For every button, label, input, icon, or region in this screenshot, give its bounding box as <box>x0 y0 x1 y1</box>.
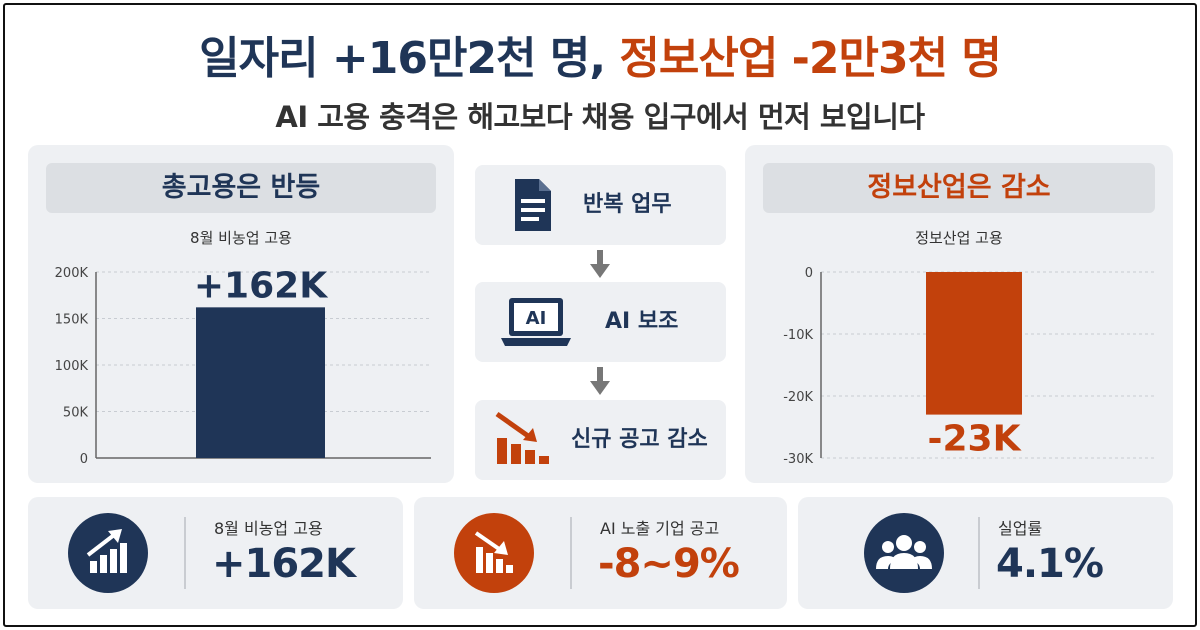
laptop-icon-text: AI <box>526 308 547 329</box>
declining-chart-icon <box>474 531 513 573</box>
flow-step-label: 신규 공고 감소 <box>571 427 708 452</box>
y-tick-label: 100K <box>55 359 89 374</box>
left-chart-title: 8월 비농업 고용 <box>190 229 292 247</box>
stat-card-payrolls: 8월 비농업 고용 +162K <box>28 497 403 609</box>
right-bar-chart: 0 -10K -20K -30K -23K <box>783 266 1155 467</box>
stat-divider <box>978 517 980 589</box>
flow-step-label: 반복 업무 <box>583 192 672 217</box>
bar-data-label: +162K <box>194 265 328 306</box>
stat-icon-circle <box>454 513 534 593</box>
y-tick-label: 200K <box>55 266 89 281</box>
y-tick-label: 150K <box>55 313 89 328</box>
title-main: 일자리 +16만2천 명, <box>199 33 606 84</box>
stat-value: -8~9% <box>598 541 740 587</box>
right-chart-panel: 정보산업은 감소 정보산업 고용 0 -10K -20K -30K -23K <box>745 145 1173 483</box>
stat-icon-circle <box>68 513 148 593</box>
flow-step-fewer-postings: 신규 공고 감소 <box>475 400 726 480</box>
down-arrow-icon <box>590 367 610 395</box>
people-group-icon <box>876 535 932 569</box>
stat-icon-circle <box>864 513 944 593</box>
stat-divider <box>570 517 572 589</box>
bar-data-label: -23K <box>928 419 1022 460</box>
stat-value: +162K <box>212 541 356 587</box>
flow-step-repetitive-work: 반복 업무 <box>475 165 726 245</box>
left-bar-chart: 0 50K 100K 150K 200K +162K <box>55 265 431 467</box>
page-subtitle: AI 고용 충격은 해고보다 채용 입구에서 먼저 보입니다 <box>275 100 925 134</box>
growth-chart-icon <box>86 529 127 573</box>
y-tick-label: 50K <box>63 406 89 421</box>
stat-label: AI 노출 기업 공고 <box>600 519 720 538</box>
stat-card-ai-postings: AI 노출 기업 공고 -8~9% <box>414 497 787 609</box>
stat-label: 실업률 <box>998 519 1043 538</box>
right-panel-heading: 정보산업은 감소 <box>763 163 1155 213</box>
flow-step-ai-assist: AI AI 보조 <box>475 282 726 362</box>
bar <box>196 307 325 458</box>
stat-value: 4.1% <box>996 541 1104 587</box>
right-chart-title: 정보산업 고용 <box>915 229 1003 247</box>
left-panel-heading: 총고용은 반등 <box>46 163 436 213</box>
page-title: 일자리 +16만2천 명, 정보산업 -2만3천 명 <box>0 22 1200 86</box>
y-tick-label: 0 <box>805 266 813 281</box>
stat-label: 8월 비농업 고용 <box>214 519 323 538</box>
y-tick-label: 0 <box>80 452 88 467</box>
down-arrow-icon <box>590 250 610 278</box>
declining-chart-icon <box>495 411 549 464</box>
flow-step-label: AI 보조 <box>605 309 679 334</box>
y-tick-label: -10K <box>783 328 813 343</box>
document-icon <box>515 179 551 231</box>
stat-divider <box>184 517 186 589</box>
left-chart-panel: 총고용은 반등 8월 비농업 고용 0 50K 100K 150K 200K +162K <box>28 145 454 483</box>
bar <box>926 272 1022 415</box>
laptop-icon: AI <box>501 298 571 346</box>
y-tick-label: -20K <box>783 390 813 405</box>
stat-card-unemployment: 실업률 4.1% <box>798 497 1173 609</box>
y-tick-label: -30K <box>783 452 813 467</box>
title-accent: 정보산업 -2만3천 명 <box>619 33 1001 84</box>
